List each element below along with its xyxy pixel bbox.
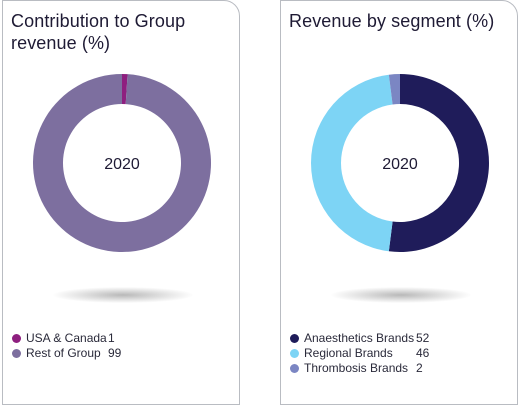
donut-slice-anaesthetics-brands xyxy=(388,74,490,252)
donut-slice-regional-brands xyxy=(311,74,393,252)
legend-label: Thrombosis Brands xyxy=(304,361,409,375)
legend-swatch xyxy=(290,364,299,373)
legend-swatch xyxy=(290,334,299,343)
donut-center-label: 2020 xyxy=(104,156,140,173)
legend-label: Rest of Group xyxy=(26,346,101,360)
legend-label: USA & Canada xyxy=(26,331,107,345)
contribution-donut-chart: 2020 xyxy=(32,74,211,253)
donut-slice-rest-of-group xyxy=(32,74,211,253)
donut-center-label: 2020 xyxy=(382,156,418,173)
donut-slice-thrombosis-brands xyxy=(388,74,400,105)
donut-slice-usa-and-canada xyxy=(122,74,128,105)
legend-swatch xyxy=(12,334,21,343)
legend-value: 99 xyxy=(108,346,122,360)
donut-shadow xyxy=(331,287,471,303)
legend-swatch xyxy=(290,349,299,358)
donut-shadow xyxy=(53,287,193,303)
legend-value: 46 xyxy=(416,346,430,360)
legend-label: Regional Brands xyxy=(304,346,393,360)
legend-swatch xyxy=(12,349,21,358)
legend-value: 1 xyxy=(108,331,115,345)
chart-title: Revenue by segment (%) xyxy=(289,11,495,31)
revenue-segment-card: Revenue by segment (%) 2020 Anaesthetics… xyxy=(280,0,518,405)
chart-title: Contribution to Group revenue (%) xyxy=(11,11,186,53)
legend-label: Anaesthetics Brands xyxy=(304,331,415,345)
legend-value: 52 xyxy=(416,331,430,345)
legend-value: 2 xyxy=(416,361,423,375)
segment-donut-chart: 2020 xyxy=(311,74,490,252)
contribution-card: Contribution to Group revenue (%) 2020 U… xyxy=(2,0,240,405)
